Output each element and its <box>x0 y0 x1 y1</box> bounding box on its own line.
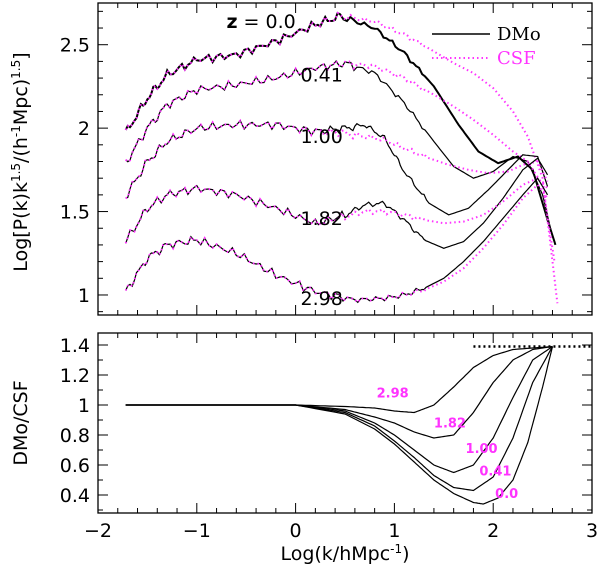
top-series-csf-z-0-0 <box>124 11 559 304</box>
top-ylabel-pre: Log[P(k)k <box>10 182 32 272</box>
top-annotation-prefix: z <box>226 11 237 33</box>
top-series-dmo-z-1-00 <box>125 119 549 216</box>
top-ylabel-exp2: -1 <box>9 125 23 137</box>
x-tick-label: 1 <box>388 520 400 542</box>
top-annotation-0: z = 0.0 <box>226 11 295 33</box>
top-series-csf-z-2-98 <box>124 183 549 304</box>
bottom-y-tick-label: 0.4 <box>60 485 90 507</box>
top-series-dmo-z-2-98 <box>125 177 549 304</box>
top-y-tick-label: 2 <box>78 118 90 140</box>
ratio-series-z-2-98 <box>125 345 553 414</box>
x-tick-label: 2 <box>487 520 499 542</box>
bottom-curves <box>125 345 592 505</box>
ratio-series-z-0-0 <box>125 346 554 505</box>
top-ylabel-exp3: 1.5 <box>9 60 23 79</box>
bottom-labels: 0.4 0.6 0.8 1 1.2 1.4 −2 −1 0 1 2 3 2.98 1.821.00 0.41… <box>60 335 598 542</box>
top-y-tick-label: 1.5 <box>60 202 90 224</box>
top-y-tick-label: 1 <box>78 285 90 307</box>
ratio-annotation-2: 1.00 <box>466 442 498 457</box>
ratio-annotation-4: 0.0 <box>495 487 518 502</box>
bottom-y-tick-label: 1 <box>78 395 90 417</box>
bottom-y-tick-label: 0.6 <box>60 455 90 477</box>
x-tick-label: 0 <box>290 520 302 542</box>
bottom-y-tick-label: 1.2 <box>60 365 90 387</box>
bottom-y-tick-label: 1.4 <box>60 335 90 357</box>
bottom-y-axis-label: DMo/CSF <box>10 380 32 465</box>
x-tick-label: 3 <box>586 520 598 542</box>
top-ticks <box>97 3 593 315</box>
top-series-csf-z-0-41 <box>125 59 556 262</box>
x-tick-label: −2 <box>84 520 112 542</box>
top-ylabel-mid2: Mpc) <box>10 79 32 125</box>
bottom-ticks <box>97 333 593 513</box>
x-tick-label: −1 <box>183 520 211 542</box>
top-panel: 11.522.5z = 0.00.411.001.822.98 DMo CSF … <box>9 2 593 316</box>
xlabel-post: ) <box>402 543 409 565</box>
bottom-panel: 0.4 0.6 0.8 1 1.2 1.4 −2 −1 0 1 2 3 2.98 1.821.00 0.41… <box>10 332 598 565</box>
xlabel-pre: Log(k/hMpc <box>280 543 390 565</box>
ratio-annotation-3: 0.41 <box>479 465 511 480</box>
top-panel-frame <box>97 2 593 316</box>
legend-dmo-label: DMo <box>497 24 541 45</box>
bottom-panel-frame <box>97 332 593 514</box>
top-series-dmo-z-1-82 <box>125 157 549 249</box>
top-ylabel-exp1: 1.5 <box>9 163 23 182</box>
top-y-tick-label: 2.5 <box>60 35 90 57</box>
top-annotation-1: 0.41 <box>301 64 343 86</box>
x-axis-label: Log(k/hMpc-1) <box>280 542 409 565</box>
top-labels: 1 1.5 2 2.5 z = 0.0 0.41 1.00 1.82 2.98 <box>60 11 343 310</box>
ratio-annotation-0: 2.98 <box>377 387 409 402</box>
legend: DMo CSF <box>432 24 541 69</box>
xlabel-exp: -1 <box>390 542 402 556</box>
top-ylabel-post: ] <box>10 52 32 59</box>
top-annotation-3: 1.82 <box>301 208 343 230</box>
top-ylabel-mid: /(h <box>10 137 32 163</box>
top-series-csf-z-1-00 <box>125 118 549 200</box>
top-annotation-2: 1.00 <box>301 126 343 148</box>
top-series-csf-z-1-82 <box>124 176 549 244</box>
ratio-series-z-1-82 <box>125 345 553 439</box>
top-annotation-value: = 0.0 <box>238 11 296 33</box>
ratio-annotation-1: 1.82 <box>434 417 466 432</box>
legend-csf-label: CSF <box>497 48 536 69</box>
bottom-y-tick-label: 0.8 <box>60 425 90 447</box>
top-annotation-4: 2.98 <box>301 288 343 310</box>
top-y-axis-label: Log[P(k)k1.5/(h-1Mpc)1.5] <box>9 52 32 271</box>
top-curves <box>124 11 559 304</box>
